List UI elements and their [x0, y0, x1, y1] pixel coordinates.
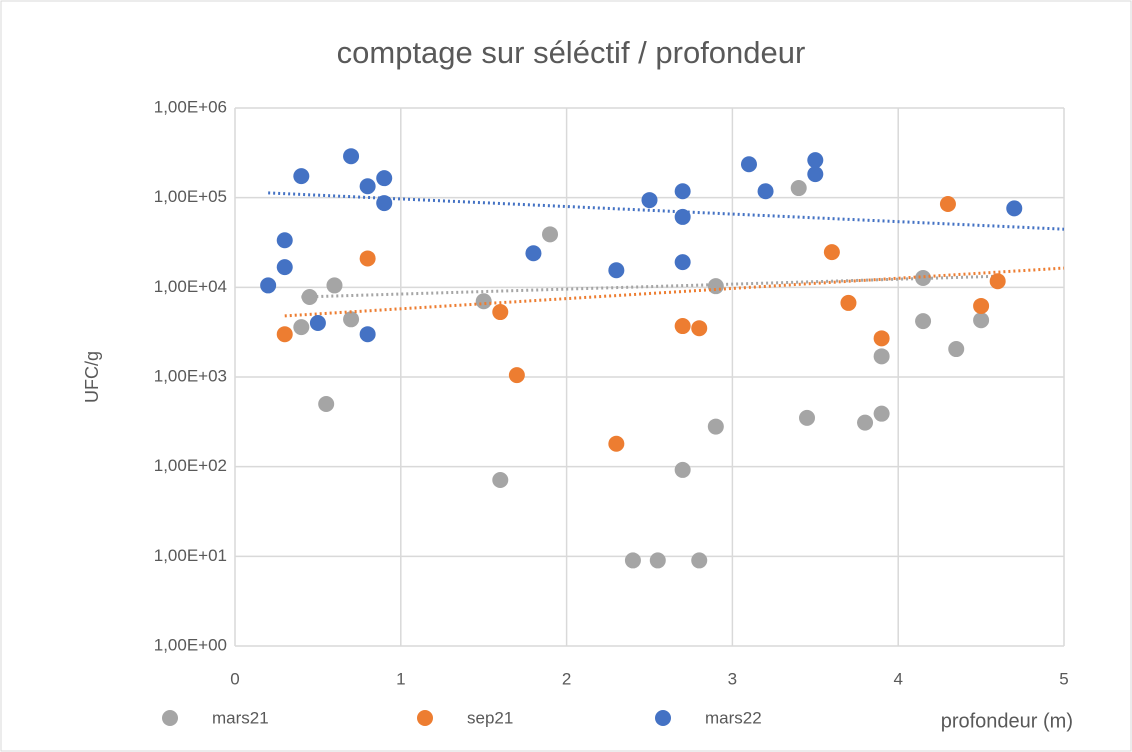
point — [807, 166, 824, 183]
legend-marker — [655, 710, 671, 726]
point — [608, 262, 625, 279]
y-tick-label: 1,00E+02 — [154, 456, 227, 475]
point — [873, 405, 890, 422]
x-tick-label: 0 — [230, 669, 239, 688]
y-tick-label: 1,00E+05 — [154, 187, 227, 206]
x-tick-label: 1 — [396, 669, 405, 688]
point — [757, 183, 774, 200]
point — [624, 552, 641, 569]
point — [939, 195, 956, 212]
point — [475, 293, 492, 310]
point — [359, 250, 376, 267]
point — [674, 461, 691, 478]
point — [318, 395, 335, 412]
point — [807, 152, 824, 169]
point — [740, 156, 757, 173]
point — [260, 277, 277, 294]
point — [525, 245, 542, 262]
point — [276, 232, 293, 249]
y-tick-label: 1,00E+00 — [154, 635, 227, 654]
point — [293, 168, 310, 185]
trendline — [301, 274, 998, 299]
point — [674, 183, 691, 200]
point — [823, 244, 840, 261]
point — [799, 409, 816, 426]
point — [492, 472, 509, 489]
point — [301, 289, 318, 306]
point — [1006, 200, 1023, 217]
y-tick-label: 1,00E+04 — [154, 277, 227, 296]
point — [873, 330, 890, 347]
point — [989, 273, 1006, 290]
point — [359, 178, 376, 195]
x-tick-label: 3 — [728, 669, 737, 688]
point — [343, 311, 360, 328]
point — [276, 259, 293, 276]
legend-label: sep21 — [467, 708, 513, 727]
x-tick-label: 2 — [562, 669, 571, 688]
chart-title: comptage sur séléctif / profondeur — [337, 35, 806, 70]
point — [691, 320, 708, 337]
point — [343, 148, 360, 165]
point — [359, 326, 376, 343]
y-tick-label: 1,00E+06 — [154, 97, 227, 116]
point — [857, 414, 874, 431]
trendline — [284, 266, 1065, 318]
point — [707, 278, 724, 295]
y-tick-label: 1,00E+03 — [154, 366, 227, 385]
point — [840, 294, 857, 311]
y-axis-label: UFC/g — [82, 351, 102, 403]
point — [276, 326, 293, 343]
point — [508, 367, 525, 384]
y-tick-label: 1,00E+01 — [154, 546, 227, 565]
point — [674, 318, 691, 335]
point — [326, 277, 343, 294]
point — [376, 170, 393, 187]
point — [915, 270, 932, 287]
point — [973, 297, 990, 314]
point — [674, 254, 691, 271]
point — [790, 180, 807, 197]
point — [691, 552, 708, 569]
x-axis-label: profondeur (m) — [941, 710, 1073, 732]
x-tick-label: 5 — [1059, 669, 1068, 688]
point — [973, 312, 990, 329]
legend-label: mars21 — [212, 708, 269, 727]
legend-marker — [417, 710, 433, 726]
point — [309, 315, 326, 332]
point — [707, 418, 724, 435]
point — [649, 552, 666, 569]
point — [608, 435, 625, 452]
point — [542, 226, 559, 243]
point — [915, 313, 932, 330]
point — [293, 319, 310, 336]
point — [492, 304, 509, 321]
legend-marker — [162, 710, 178, 726]
legend-label: mars22 — [705, 708, 762, 727]
point — [873, 348, 890, 365]
point — [948, 341, 965, 358]
point — [641, 192, 658, 209]
x-tick-label: 4 — [893, 669, 902, 688]
